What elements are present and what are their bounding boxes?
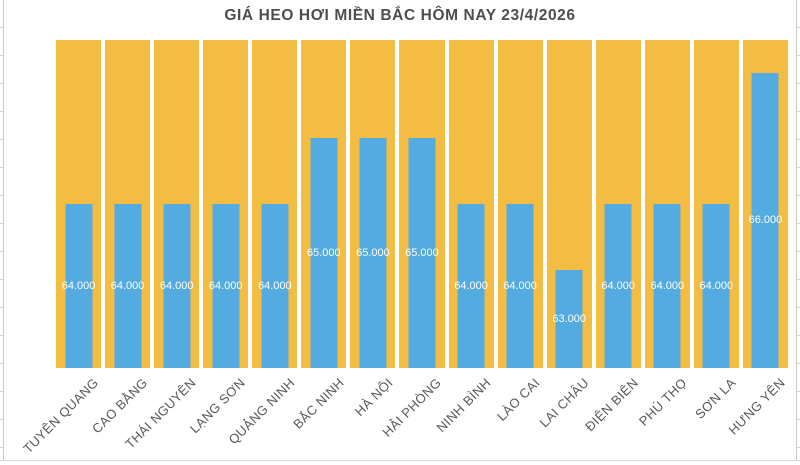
bar-value-label: 64.000 bbox=[650, 280, 685, 292]
x-axis-label-cell: NINH BÌNH bbox=[433, 373, 493, 465]
bar-value-label: 66.000 bbox=[748, 214, 783, 227]
bar-value-label: 64.000 bbox=[601, 280, 636, 292]
bar: 64.000 bbox=[650, 204, 684, 368]
x-axis-label-cell: PHÚ THỌ bbox=[636, 373, 690, 465]
bar: 64.000 bbox=[209, 204, 243, 368]
category-band: 64.000 bbox=[56, 40, 102, 368]
bar-value-label: 65.000 bbox=[356, 247, 390, 260]
bar: 64.000 bbox=[454, 204, 488, 368]
category-band: 66.000 bbox=[742, 40, 788, 368]
category-band: 64.000 bbox=[105, 40, 151, 368]
category-band: 65.000 bbox=[399, 40, 445, 368]
x-axis-label: LÀO CAI bbox=[493, 375, 543, 424]
bar: 64.000 bbox=[503, 204, 537, 368]
bar-value-label: 64.000 bbox=[699, 280, 734, 292]
category-band: 64.000 bbox=[497, 40, 543, 368]
bar-value-label: 64.000 bbox=[454, 280, 488, 292]
x-axis-label: HÀ NỘI bbox=[351, 375, 396, 419]
x-axis-label-cell: HƯNG YÊN bbox=[726, 373, 788, 465]
category-band: 64.000 bbox=[203, 40, 249, 368]
category-band: 63.000 bbox=[546, 40, 592, 368]
bar: 66.000 bbox=[749, 72, 782, 368]
bar: 65.000 bbox=[405, 138, 439, 368]
x-axis-labels: TUYÊN QUANG CAO BẰNG THÁI NGUYÊN LẠNG SƠN QU… bbox=[20, 373, 788, 465]
category-band: 64.000 bbox=[693, 40, 739, 368]
bar: 64.000 bbox=[62, 204, 95, 368]
category-band: 65.000 bbox=[301, 40, 347, 368]
bar-value-label: 64.000 bbox=[159, 280, 194, 292]
worksheet-gridline-bottom bbox=[0, 460, 800, 461]
category-band: 64.000 bbox=[644, 40, 690, 368]
bar-value-label: 64.000 bbox=[503, 280, 537, 292]
category-band: 65.000 bbox=[350, 40, 396, 368]
bar: 64.000 bbox=[601, 204, 635, 368]
x-axis-label: TUYÊN QUANG bbox=[19, 375, 102, 457]
bar-value-label: 65.000 bbox=[307, 247, 341, 260]
category-band: 64.000 bbox=[252, 40, 298, 368]
x-axis-label-cell: ĐIỆN BIÊN bbox=[582, 373, 641, 465]
bar: 64.000 bbox=[111, 204, 144, 368]
bar: 63.000 bbox=[552, 269, 586, 368]
x-axis-label: PHÚ THỌ bbox=[636, 375, 690, 429]
x-axis-label: BẮC NINH bbox=[289, 375, 347, 432]
bar-value-label: 63.000 bbox=[552, 312, 586, 325]
bar: 65.000 bbox=[307, 138, 341, 368]
x-axis-label: SƠN LA bbox=[692, 375, 739, 422]
bar-value-label: 64.000 bbox=[110, 280, 145, 292]
bar: 64.000 bbox=[700, 204, 733, 368]
worksheet-gridlines-left bbox=[0, 0, 4, 460]
category-band: 64.000 bbox=[154, 40, 200, 368]
bar-value-label: 64.000 bbox=[61, 280, 96, 292]
chart-title: GIÁ HEO HƠI MIỀN BẮC HÔM NAY 23/4/2026 bbox=[224, 7, 576, 24]
bar-value-label: 64.000 bbox=[208, 280, 243, 292]
x-axis-label-cell: BẮC NINH bbox=[290, 373, 347, 465]
bar: 64.000 bbox=[160, 204, 193, 368]
bar: 65.000 bbox=[356, 138, 390, 368]
worksheet-gridlines-right bbox=[796, 0, 800, 460]
bar-value-label: 64.000 bbox=[257, 280, 292, 292]
bar-value-label: 65.000 bbox=[405, 247, 439, 260]
category-band: 64.000 bbox=[595, 40, 641, 368]
bar: 64.000 bbox=[258, 204, 292, 368]
plot-area: 64.000 64.000 64.000 64.000 64.000 65.000 65.0… bbox=[56, 40, 788, 368]
category-band: 64.000 bbox=[448, 40, 494, 368]
